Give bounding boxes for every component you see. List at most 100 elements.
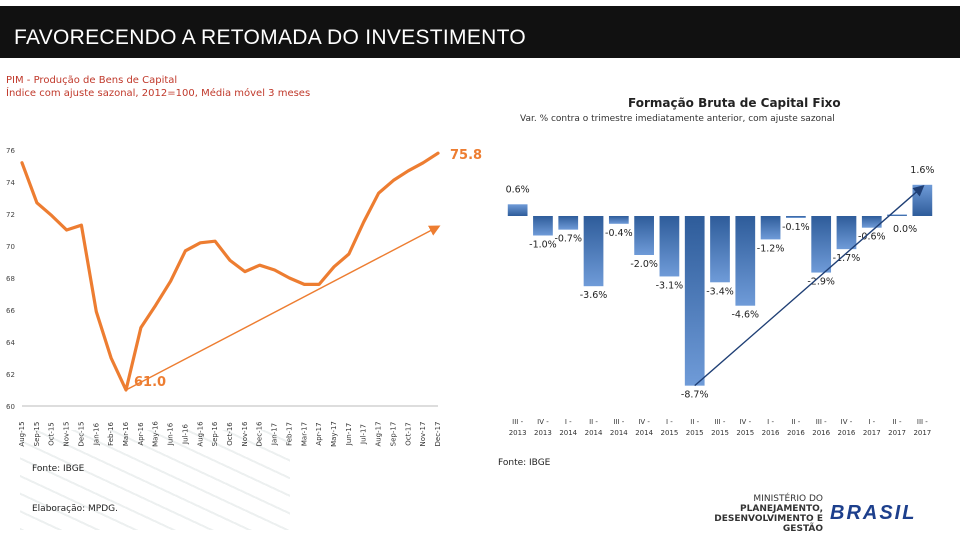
x-tick-label-quarter: IV - xyxy=(739,418,751,426)
x-tick-label-quarter: III - xyxy=(917,418,928,426)
x-tick-label: Feb-16 xyxy=(107,422,115,446)
data-label: -2.9% xyxy=(807,277,835,288)
x-tick-label-year: 2014 xyxy=(610,429,628,437)
x-tick-label-quarter: III - xyxy=(512,418,523,426)
data-label: -0.4% xyxy=(605,228,633,239)
x-tick-label: Mar-16 xyxy=(122,421,130,446)
x-tick-label: Jul-16 xyxy=(181,424,189,445)
max-callout: 75.8 xyxy=(450,148,482,163)
x-tick-label-year: 2017 xyxy=(888,429,906,437)
data-label: -8.7% xyxy=(681,390,709,401)
x-tick-label-year: 2017 xyxy=(863,429,881,437)
y-tick-label: 66 xyxy=(6,307,15,315)
x-tick-label-year: 2015 xyxy=(686,429,704,437)
x-tick-label: May-16 xyxy=(152,421,160,447)
bar xyxy=(608,216,629,224)
header-bar: FAVORECENDO A RETOMADA DO INVESTIMENTO xyxy=(0,6,960,58)
x-tick-label-quarter: I - xyxy=(767,418,774,426)
x-tick-label-year: 2016 xyxy=(838,429,856,437)
x-tick-label-quarter: III - xyxy=(715,418,726,426)
x-tick-label-year: 2015 xyxy=(736,429,754,437)
bar xyxy=(912,184,933,216)
x-tick-label-year: 2014 xyxy=(635,429,653,437)
data-label: -2.0% xyxy=(630,259,658,270)
data-label: -3.4% xyxy=(706,286,734,297)
x-tick-label: Apr-17 xyxy=(315,422,323,445)
y-tick-label: 76 xyxy=(6,147,15,155)
data-label: -1.0% xyxy=(529,240,557,251)
bar xyxy=(684,216,705,386)
ministry-line3: DESENVOLVIMENTO E GESTÃO xyxy=(714,514,823,534)
y-tick-label: 72 xyxy=(6,211,15,219)
x-tick-label: Jul-17 xyxy=(360,424,368,445)
y-tick-label: 68 xyxy=(6,275,15,283)
bar xyxy=(861,216,882,228)
bar xyxy=(786,216,806,218)
brasil-logo: BRASIL xyxy=(830,502,917,524)
trend-arrow xyxy=(125,225,441,391)
x-tick-label: Mar-17 xyxy=(300,422,308,446)
bar-chart: 0.6% III - 2013 -1.0% IV - 2013 -0.7% I - 2014 -3… xyxy=(506,165,935,437)
series-line xyxy=(20,151,440,392)
data-label: -0.1% xyxy=(782,222,810,233)
x-tick-label-quarter: II - xyxy=(791,418,800,426)
government-logo: MINISTÉRIO DO PLANEJAMENTO, DESENVOLVIME… xyxy=(678,488,948,534)
x-tick-label: Jun-16 xyxy=(167,422,175,446)
ministry-line2: PLANEJAMENTO, xyxy=(740,504,823,514)
data-label: -1.7% xyxy=(833,253,861,264)
x-tick-label: Oct-15 xyxy=(48,422,56,446)
x-tick-label-year: 2016 xyxy=(787,429,805,437)
data-label: -4.6% xyxy=(732,310,760,321)
trend-arrow-bar xyxy=(694,184,925,387)
data-label: -0.6% xyxy=(858,232,886,243)
y-tick-label: 64 xyxy=(6,339,15,347)
x-tick-label-quarter: II - xyxy=(690,418,699,426)
x-tick-label: Dec-16 xyxy=(256,421,264,447)
background-watermark xyxy=(20,430,290,530)
bar xyxy=(533,216,553,236)
ministry-name: MINISTÉRIO DO PLANEJAMENTO, DESENVOLVIME… xyxy=(678,494,823,534)
bar xyxy=(659,216,680,277)
x-tick-label-quarter: I - xyxy=(868,418,875,426)
x-tick-label: Dec-17 xyxy=(434,422,442,447)
data-label: -1.2% xyxy=(757,243,785,254)
data-label: -3.1% xyxy=(656,280,684,291)
x-tick-label: Dec-15 xyxy=(77,422,85,447)
y-tick-label: 62 xyxy=(6,371,15,379)
x-tick-label-year: 2013 xyxy=(534,429,552,437)
x-tick-label-year: 2015 xyxy=(660,429,678,437)
x-tick-label-quarter: III - xyxy=(613,418,624,426)
x-tick-label-quarter: II - xyxy=(589,418,598,426)
bar xyxy=(735,216,756,306)
x-tick-label-year: 2016 xyxy=(812,429,830,437)
x-tick-label-year: 2015 xyxy=(711,429,729,437)
right-chart-subtitle: Var. % contra o trimestre imediatamente … xyxy=(520,114,835,124)
left-source: Fonte: IBGE xyxy=(32,464,85,474)
y-tick-label: 60 xyxy=(6,403,15,411)
x-tick-label: Jan-16 xyxy=(92,422,100,446)
x-tick-label: Feb-17 xyxy=(285,422,293,446)
left-chart-title-line2: Índice com ajuste sazonal, 2012=100, Méd… xyxy=(6,88,311,99)
bar xyxy=(760,216,781,240)
x-tick-label: Nov-16 xyxy=(241,421,249,446)
x-tick-label-year: 2016 xyxy=(762,429,780,437)
data-label: 1.6% xyxy=(910,165,934,176)
x-tick-label-year: 2014 xyxy=(559,429,577,437)
x-tick-label: May-17 xyxy=(330,421,338,447)
y-tick-label: 70 xyxy=(6,243,15,251)
x-tick-label-quarter: IV - xyxy=(841,418,853,426)
x-tick-label: Aug-15 xyxy=(18,421,26,446)
x-tick-label-quarter: IV - xyxy=(638,418,650,426)
x-tick-label: Jun-17 xyxy=(345,423,353,446)
bar xyxy=(634,216,654,255)
bar xyxy=(507,204,528,216)
ministry-line1: MINISTÉRIO DO xyxy=(753,494,823,504)
data-label: 0.6% xyxy=(506,184,530,195)
x-tick-label-quarter: I - xyxy=(666,418,673,426)
x-tick-label: Oct-17 xyxy=(404,422,412,446)
x-tick-label-quarter: IV - xyxy=(537,418,549,426)
bar xyxy=(710,216,730,283)
left-chart-title: PIM - Produção de Bens de Capital Índice… xyxy=(6,74,310,100)
left-chart-title-line1: PIM - Produção de Bens de Capital xyxy=(6,75,178,86)
